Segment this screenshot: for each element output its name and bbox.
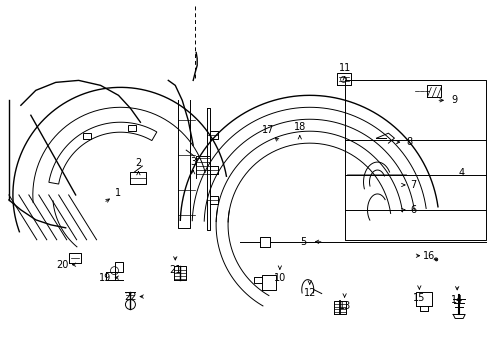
Text: 12: 12: [303, 288, 315, 298]
Bar: [82, 133, 90, 139]
Text: 4: 4: [457, 168, 463, 178]
Text: 18: 18: [293, 122, 305, 132]
Text: 20: 20: [57, 260, 69, 270]
Text: 1: 1: [115, 188, 122, 198]
Text: 3: 3: [190, 157, 196, 167]
Text: 10: 10: [273, 273, 285, 283]
Text: 8: 8: [406, 137, 411, 147]
Text: 19: 19: [99, 273, 111, 283]
Text: 13: 13: [338, 301, 350, 311]
Text: 5: 5: [300, 237, 306, 247]
Text: 15: 15: [412, 293, 425, 302]
Text: 22: 22: [124, 292, 137, 302]
Text: 6: 6: [409, 205, 416, 215]
Bar: [128, 125, 136, 131]
Text: 21: 21: [169, 265, 181, 275]
Text: 14: 14: [450, 294, 462, 305]
Text: 7: 7: [409, 180, 416, 190]
Text: 2: 2: [135, 158, 141, 168]
Text: 9: 9: [450, 95, 456, 105]
Text: 11: 11: [338, 63, 350, 73]
Text: 17: 17: [261, 125, 274, 135]
Text: 16: 16: [422, 251, 434, 261]
